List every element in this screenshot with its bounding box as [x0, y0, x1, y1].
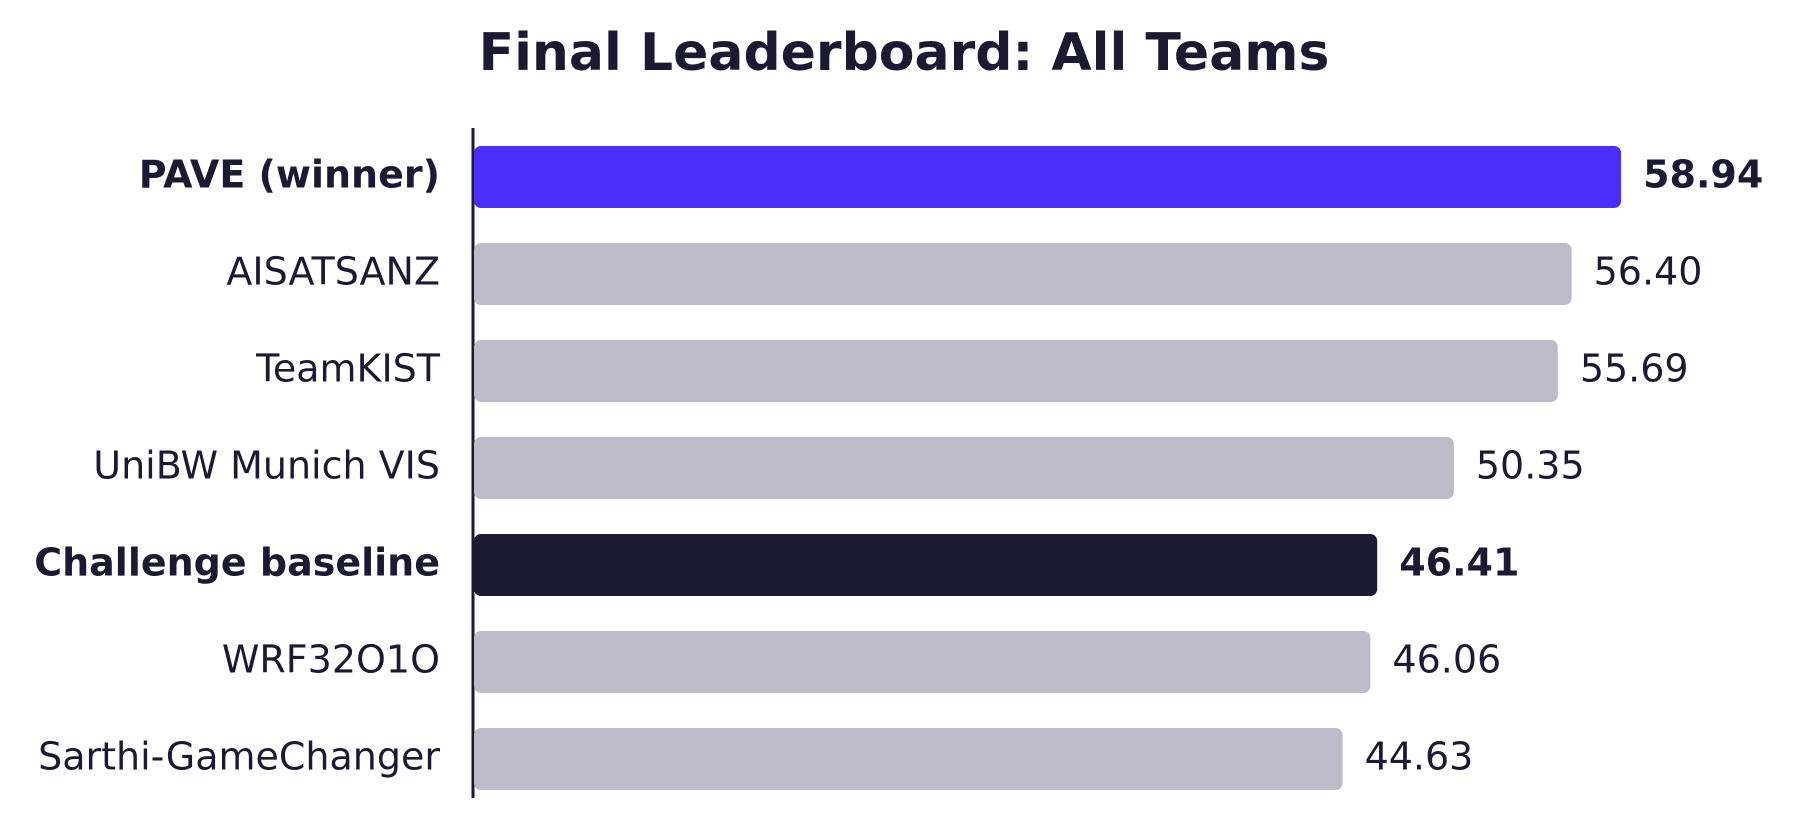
value-label: 55.69: [1580, 347, 1689, 391]
value-label: 44.63: [1365, 735, 1474, 779]
bar: [474, 243, 1572, 305]
y-tick-label: UniBW Munich VIS: [93, 444, 440, 488]
value-label: 46.41: [1399, 541, 1519, 585]
y-tick-label: WRF32O1O: [222, 638, 440, 682]
y-tick-label: TeamKIST: [255, 347, 441, 391]
bar: [474, 534, 1378, 596]
bar: [474, 631, 1371, 693]
y-tick-label: AISATSANZ: [226, 250, 440, 294]
y-tick-label: Challenge baseline: [34, 541, 440, 585]
bar: [474, 728, 1343, 790]
y-tick-label: Sarthi-GameChanger: [38, 735, 440, 779]
bar: [474, 340, 1558, 402]
value-label: 56.40: [1594, 250, 1703, 294]
value-label: 46.06: [1392, 638, 1501, 682]
y-tick-label: PAVE (winner): [139, 153, 440, 197]
bar: [474, 146, 1622, 208]
value-label: 50.35: [1476, 444, 1585, 488]
value-label: 58.94: [1643, 153, 1763, 197]
chart-title: Final Leaderboard: All Teams: [479, 23, 1330, 83]
bar: [474, 437, 1454, 499]
